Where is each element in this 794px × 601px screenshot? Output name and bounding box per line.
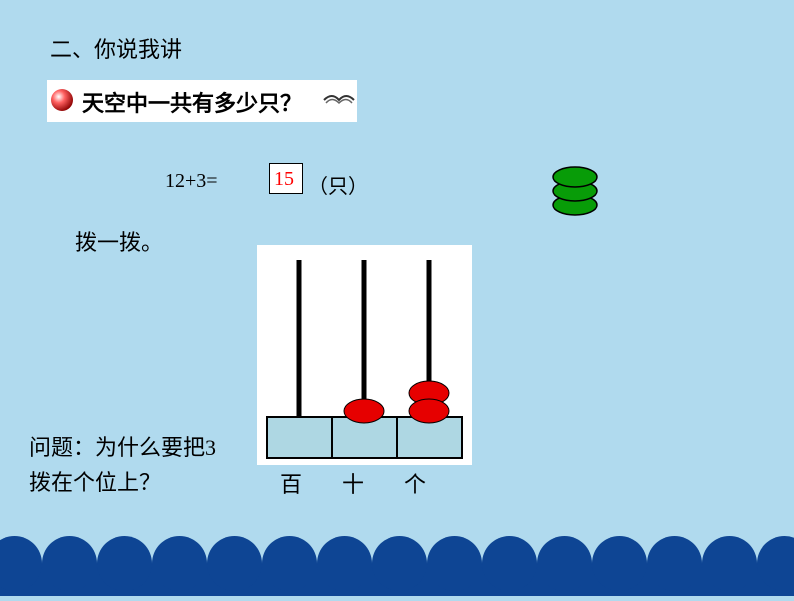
equation-text: 12+3= [165, 170, 218, 193]
label-ones: 个 [404, 472, 466, 497]
abacus-diagram [257, 245, 472, 465]
unit-text: （只） [308, 170, 368, 199]
question-text: 天空中一共有多少只？ [82, 86, 302, 118]
seagull-icon [322, 90, 356, 117]
answer-value: 15 [274, 168, 294, 191]
followup-line2: 拨在个位上？ [29, 465, 216, 500]
section-heading: 二、你说我讲 [50, 32, 182, 64]
label-tens: 十 [342, 472, 404, 497]
green-coins-icon [550, 165, 600, 225]
label-hundreds: 百 [280, 472, 342, 497]
wave-decoration [0, 536, 794, 596]
place-value-labels: 百十个 [280, 467, 466, 499]
followup-question: 问题：为什么要把3 拨在个位上？ [29, 430, 216, 500]
instruction-text: 拨一拨。 [75, 225, 163, 257]
followup-line1: 问题：为什么要把3 [29, 430, 216, 465]
red-ball-icon [50, 88, 74, 112]
